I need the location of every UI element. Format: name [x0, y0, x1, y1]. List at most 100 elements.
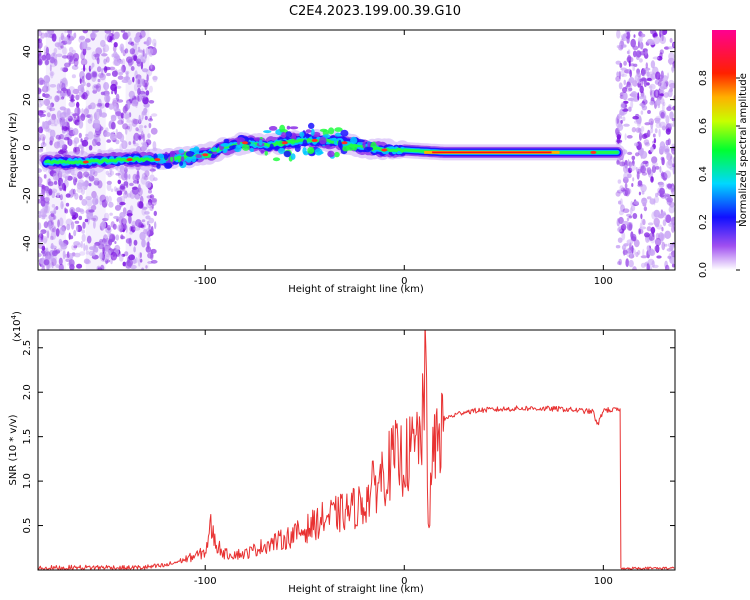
- noise-speckle: [82, 30, 89, 34]
- noise-speckle: [81, 229, 85, 234]
- x-tick-label: 0: [401, 576, 407, 587]
- noise-speckle: [51, 33, 57, 42]
- noise-band: [45, 30, 66, 270]
- noise-speckle: [80, 240, 84, 249]
- noise-speckle: [126, 119, 132, 123]
- noise-speckle: [136, 58, 142, 64]
- noise-speckle: [146, 221, 150, 226]
- noise-speckle: [89, 32, 97, 39]
- noise-speckle: [144, 125, 147, 129]
- noise-speckle: [80, 113, 86, 121]
- ridge-blob: [334, 127, 343, 132]
- noise-speckle: [42, 211, 46, 220]
- noise-speckle: [38, 77, 44, 86]
- noise-speckle: [69, 264, 75, 270]
- noise-speckle: [643, 80, 648, 88]
- noise-speckle: [639, 78, 642, 83]
- noise-speckle: [632, 266, 637, 270]
- noise-speckle: [38, 31, 43, 37]
- noise-speckle: [623, 172, 630, 180]
- noise-speckle: [100, 39, 106, 48]
- noise-speckle: [642, 218, 646, 226]
- noise-speckle: [654, 245, 660, 252]
- ridge-blob: [314, 148, 323, 156]
- noise-speckle: [40, 214, 48, 218]
- noise-speckle: [624, 187, 630, 197]
- noise-speckle: [617, 113, 621, 120]
- x-tick-label: 100: [594, 276, 613, 287]
- noise-speckle: [639, 85, 644, 94]
- noise-speckle: [108, 32, 112, 37]
- noise-speckle: [651, 165, 657, 174]
- ridge-blob: [310, 128, 315, 136]
- colorbar-tick-label: 0.0: [698, 262, 709, 278]
- noise-speckle: [632, 65, 635, 71]
- noise-speckle: [632, 177, 635, 182]
- noise-speckle: [105, 227, 112, 234]
- noise-speckle: [63, 108, 70, 115]
- noise-speckle: [61, 47, 68, 55]
- ridge-blob: [268, 125, 278, 131]
- noise-speckle: [628, 106, 632, 112]
- noise-speckle: [640, 218, 644, 226]
- noise-speckle: [94, 111, 100, 120]
- noise-speckle: [38, 149, 44, 153]
- noise-speckle: [38, 58, 43, 66]
- noise-speckle: [53, 58, 58, 66]
- noise-speckle: [40, 198, 46, 207]
- noise-speckle: [651, 156, 658, 164]
- noise-speckle: [85, 196, 92, 201]
- noise-speckle: [57, 117, 62, 125]
- noise-speckle: [659, 187, 665, 196]
- noise-speckle: [54, 95, 60, 103]
- noise-speckle: [661, 103, 665, 113]
- noise-speckle: [672, 166, 675, 175]
- noise-speckle: [641, 133, 648, 139]
- noise-speckle: [100, 91, 105, 96]
- noise-speckle: [87, 118, 93, 124]
- noise-speckle: [49, 210, 57, 214]
- noise-speckle: [647, 167, 652, 175]
- noise-speckle: [70, 32, 73, 42]
- noise-speckle: [615, 191, 621, 197]
- noise-speckle: [149, 194, 155, 199]
- noise-speckle: [624, 133, 627, 141]
- noise-speckle: [106, 180, 112, 185]
- noise-speckle: [135, 257, 138, 264]
- spectrogram-frame: [37, 29, 676, 271]
- noise-speckle: [147, 198, 153, 206]
- noise-speckle: [664, 170, 672, 179]
- noise-speckle: [620, 101, 625, 110]
- ridge-blob: [328, 127, 335, 135]
- noise-speckle: [141, 111, 147, 116]
- noise-speckle: [137, 87, 141, 96]
- ridge-blob: [185, 156, 192, 163]
- noise-speckle: [632, 50, 637, 58]
- noise-speckle: [658, 146, 665, 154]
- noise-speckle: [113, 42, 118, 48]
- noise-speckle: [633, 63, 638, 67]
- noise-speckle: [671, 118, 675, 122]
- noise-speckle: [97, 78, 101, 83]
- noise-speckle: [83, 108, 90, 115]
- noise-speckle: [646, 226, 652, 232]
- noise-speckle: [115, 172, 121, 176]
- noise-speckle: [647, 129, 651, 138]
- noise-speckle: [119, 201, 126, 206]
- noise-speckle: [137, 46, 141, 52]
- noise-speckle: [659, 30, 662, 38]
- noise-speckle: [621, 231, 626, 241]
- noise-speckle: [117, 119, 124, 125]
- noise-speckle: [668, 205, 675, 214]
- noise-speckle: [652, 56, 660, 60]
- noise-speckle: [624, 182, 628, 190]
- noise-speckle: [629, 251, 632, 259]
- noise-speckle: [153, 42, 157, 49]
- noise-speckle: [88, 209, 95, 213]
- noise-speckle: [40, 233, 44, 241]
- noise-speckle: [619, 161, 626, 167]
- noise-speckle: [90, 205, 97, 211]
- noise-speckle: [137, 187, 143, 197]
- noise-speckle: [640, 150, 648, 159]
- noise-speckle: [72, 128, 79, 136]
